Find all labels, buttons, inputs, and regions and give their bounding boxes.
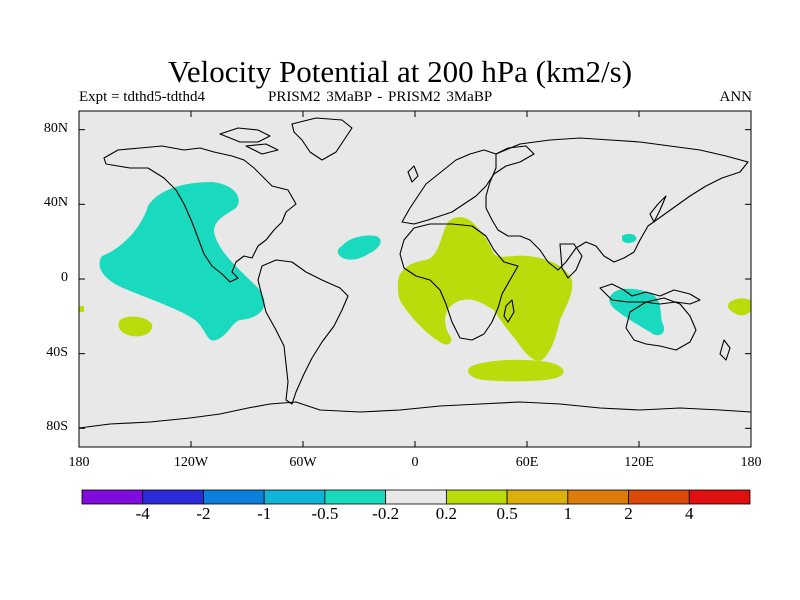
africa-indian-ocean-positive-region — [397, 217, 573, 361]
lat-label-1: 40N — [43, 195, 68, 211]
australia-coast — [625, 297, 697, 351]
lon-label-6: 180 — [740, 455, 762, 470]
colorbar-label-6: 0.5 — [496, 504, 518, 523]
colorbar-label-2: -1 — [257, 504, 272, 523]
coastlines — [79, 117, 751, 429]
west-pacific-positive-region — [728, 298, 751, 316]
africa-coast — [399, 223, 519, 341]
arctic-islands-coast — [219, 127, 279, 155]
lat-label-4: 80S — [46, 419, 68, 435]
japan-coast — [649, 195, 667, 223]
north-america-coast — [103, 145, 297, 283]
southern-ocean-positive-region — [468, 359, 564, 382]
colorbar-swatch-7 — [506, 489, 569, 505]
lon-label-1: 120W — [173, 455, 209, 470]
colorbar-swatch-4 — [324, 489, 387, 505]
lon-label-2: 60W — [289, 455, 317, 470]
colorbar-swatch-2 — [203, 489, 265, 505]
greenland-coast — [291, 117, 353, 161]
colorbar-swatch-10 — [688, 489, 751, 505]
indonesia-coast — [599, 283, 701, 305]
colorbar-label-9: 4 — [685, 504, 694, 523]
lon-label-3: 0 — [411, 455, 419, 470]
colorbar-swatch-8 — [567, 489, 629, 505]
south-china-negative-region — [622, 233, 637, 243]
madagascar-coast — [503, 299, 515, 323]
uk-coast — [407, 165, 419, 183]
colorbar-swatch-3 — [263, 489, 326, 505]
south-america-coast — [257, 259, 349, 405]
new-zealand-coast — [719, 339, 731, 361]
lon-label-0: 180 — [68, 455, 90, 470]
colorbar — [81, 489, 751, 505]
colorbar-swatch-1 — [142, 489, 204, 505]
positive-anomaly-regions — [79, 217, 751, 382]
lat-label-0: 80N — [43, 120, 68, 136]
lon-label-5: 120E — [624, 455, 654, 470]
case-label: PRISM2 3MaBP - PRISM2 3MaBP — [268, 89, 493, 105]
india-coast — [559, 243, 583, 279]
colorbar-label-3: -0.5 — [311, 504, 339, 523]
axis-ticks — [78, 111, 752, 447]
experiment-label: Expt = tdthd5-tdthd4 — [79, 89, 205, 105]
colorbar-label-1: -2 — [196, 504, 211, 523]
south-pacific-positive-region — [118, 316, 153, 337]
lat-label-2: 0 — [61, 270, 68, 285]
lat-label-3: 40S — [46, 344, 68, 360]
colorbar-label-5: 0.2 — [435, 504, 457, 523]
colorbar-label-8: 2 — [624, 504, 633, 523]
colorbar-label-0: -4 — [135, 504, 150, 523]
colorbar-swatch-9 — [628, 489, 690, 505]
lon-label-4: 60E — [515, 455, 539, 470]
west-atlantic-negative-region — [337, 235, 381, 260]
map-title: Velocity Potential at 200 hPa (km2/s) — [167, 54, 633, 89]
season-label: ANN — [719, 89, 753, 105]
asia-coast — [485, 137, 749, 271]
colorbar-swatch-6 — [445, 489, 508, 505]
europe-coast — [401, 145, 535, 225]
colorbar-swatch-0 — [81, 489, 144, 505]
negative-anomaly-regions — [99, 182, 665, 341]
maritime-continent-negative-region — [609, 288, 665, 336]
colorbar-label-7: 1 — [563, 504, 573, 523]
colorbar-label-4: -0.2 — [372, 504, 400, 523]
antarctica-coast — [79, 401, 751, 429]
west-pacific-positive-edge — [79, 306, 84, 312]
east-pacific-negative-region — [99, 182, 265, 341]
colorbar-swatch-5 — [385, 489, 447, 505]
